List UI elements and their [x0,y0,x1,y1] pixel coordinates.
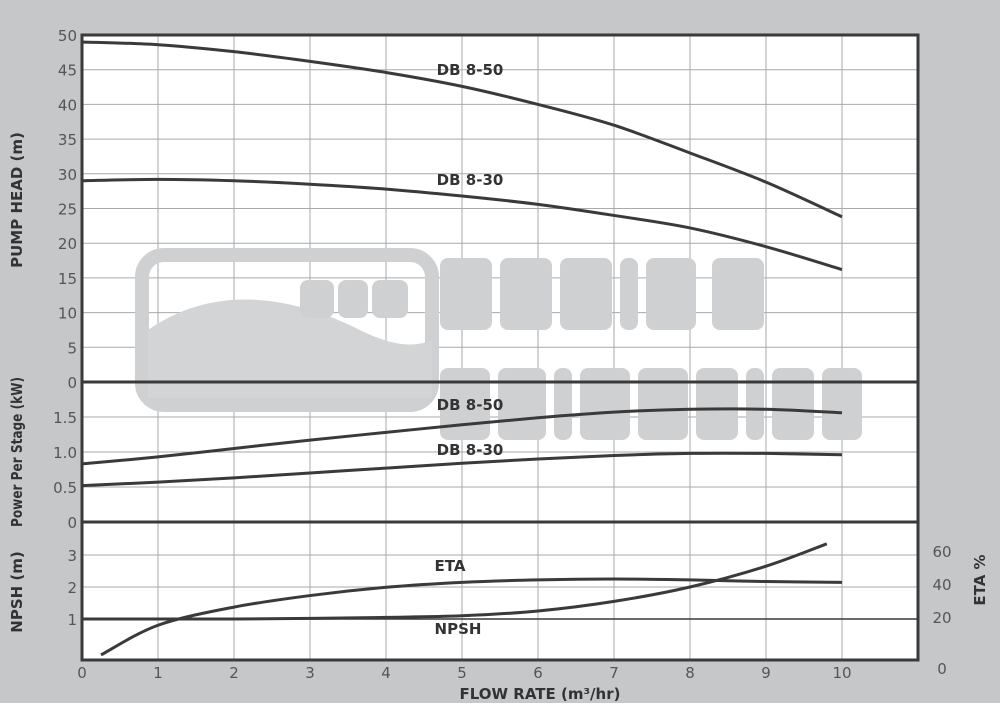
watermark-letter-shape [646,258,696,330]
watermark-letter-shape [300,280,334,318]
y2-tick-label: 0 [937,660,947,678]
curve-db-8-30-panel-1 [81,451,843,488]
watermark-letter-shape [712,258,764,330]
y-tick-label: 5 [67,339,77,357]
x-tick-label: 5 [457,664,467,682]
x-tick-label: 9 [761,664,771,682]
series-label: DB 8-50 [437,396,504,414]
watermark-letter-shape [580,368,630,440]
y-tick-label: 20 [58,235,77,253]
x-axis-label: FLOW RATE (m³/hr) [460,685,621,703]
curve-db-8-50-panel-1 [81,407,843,466]
x-tick-label: 3 [305,664,315,682]
watermark-letter-shape [500,258,552,330]
watermark-letter-shape [746,368,764,440]
watermark-letter-shape [560,258,612,330]
series-label: NPSH [435,620,482,638]
y-tick-label: 35 [58,131,77,149]
watermark-letter-shape [696,368,738,440]
y-tick-label: 0 [67,514,77,532]
series-label: DB 8-30 [437,441,504,459]
watermark-letter-shape [554,368,572,440]
x-tick-label: 4 [381,664,391,682]
x-tick-label: 7 [609,664,619,682]
series-label: DB 8-50 [437,61,504,79]
y-tick-label: 45 [58,62,77,80]
x-tick-label: 0 [77,664,87,682]
y-tick-label: 3 [67,547,77,565]
y-tick-label: 25 [58,201,77,219]
watermark-letter-shape [372,280,408,318]
watermark-letter-shape [620,258,638,330]
y-tick-label: 1.0 [53,444,77,462]
y-tick-label: 2 [67,579,77,597]
y-tick-label: 1 [67,611,77,629]
y2-axis-label-eta: ETA % [971,554,989,605]
curve-db-8-50-panel-0 [81,40,843,219]
y-tick-label: 0.5 [53,479,77,497]
curve-db-8-30-panel-0 [81,177,843,272]
plot-frame [80,33,920,662]
series-label: ETA [435,557,466,575]
watermark-letter-shape [440,258,492,330]
y-axis-label-power: Power Per Stage (kW) [8,377,26,527]
y-tick-label: 40 [58,96,77,114]
x-tick-label: 8 [685,664,695,682]
y-axis-label-npsh: NPSH (m) [8,551,26,632]
watermark-letter-shape [638,368,688,440]
y2-tick-label: 20 [932,609,951,627]
y-tick-label: 1.5 [53,409,77,427]
labels: FLOW RATE (m³/hr) PUMP HEAD (m) Power Pe… [8,27,989,703]
y-tick-label: 50 [58,27,77,45]
series-label: DB 8-30 [437,171,504,189]
plot-border [80,33,920,662]
watermark-letter-shape [498,368,546,440]
y-tick-label: 15 [58,270,77,288]
y2-tick-label: 60 [932,543,951,561]
x-tick-label: 10 [832,664,851,682]
y-tick-label: 10 [58,305,77,323]
watermark-letter-shape [822,368,862,440]
x-tick-label: 6 [533,664,543,682]
x-tick-label: 2 [229,664,239,682]
x-tick-label: 1 [153,664,163,682]
watermark-letter-shape [338,280,368,318]
y2-tick-label: 40 [932,576,951,594]
curve-eta-panel-2 [100,577,843,657]
y-tick-label: 30 [58,166,77,184]
y-axis-label-pump-head: PUMP HEAD (m) [8,132,26,268]
watermark-letter-shape [772,368,814,440]
davis-shirtliff-watermark-logo [135,248,862,440]
y-tick-label: 0 [67,374,77,392]
